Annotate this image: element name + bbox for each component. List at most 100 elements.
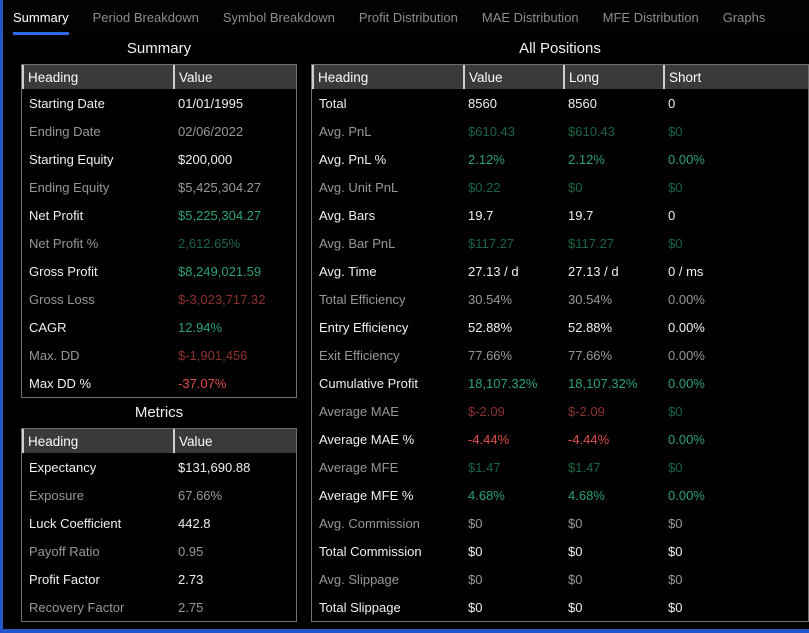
table-row[interactable]: Avg. PnL % 2.12% 2.12% 0.00%	[312, 145, 808, 173]
row-heading: Total Slippage	[319, 599, 401, 615]
tab-summary[interactable]: Summary	[13, 10, 69, 35]
row-value: $0.22	[468, 179, 501, 195]
column-header-value[interactable]: Value	[173, 429, 296, 453]
row-short: $0	[668, 403, 683, 419]
row-heading: Max. DD	[29, 347, 80, 363]
row-value: $5,425,304.27	[178, 179, 262, 195]
row-heading: Avg. Bars	[319, 207, 376, 223]
all-positions-table-body: Total 8560 8560 0 Avg. PnL $610.43 $610.43 $0 Av…	[312, 89, 808, 621]
row-value: $610.43	[468, 123, 515, 139]
tab-mae-distribution[interactable]: MAE Distribution	[481, 10, 579, 25]
row-short: 0 / ms	[668, 263, 704, 279]
table-row[interactable]: Starting Equity $200,000	[22, 145, 296, 173]
all-positions-panel-title: All Positions	[519, 40, 601, 57]
table-row[interactable]: Avg. Commission $0 $0 $0	[312, 509, 808, 537]
table-row[interactable]: Exposure 67.66%	[22, 481, 296, 509]
table-row[interactable]: Ending Date 02/06/2022	[22, 117, 296, 145]
column-header-long[interactable]: Long	[563, 65, 663, 89]
table-row[interactable]: CAGR 12.94%	[22, 313, 296, 341]
all-positions-table: Heading Value Long Short Total 8560 8560 0 A…	[311, 64, 809, 622]
row-value: 30.54%	[468, 291, 513, 307]
table-row[interactable]: Exit Efficiency 77.66% 77.66% 0.00%	[312, 341, 808, 369]
tab-graphs[interactable]: Graphs	[722, 10, 766, 25]
tab-bar: Summary Period Breakdown Symbol Breakdow…	[3, 0, 809, 36]
row-value: 52.88%	[468, 319, 513, 335]
row-long: 8560	[568, 95, 597, 111]
row-short: 0.00%	[668, 375, 705, 391]
table-row[interactable]: Total Slippage $0 $0 $0	[312, 593, 808, 621]
row-long: $117.27	[568, 235, 615, 251]
row-heading: Exit Efficiency	[319, 347, 400, 363]
table-row[interactable]: Ending Equity $5,425,304.27	[22, 173, 296, 201]
row-value: 0.95	[178, 543, 204, 559]
row-short: $0	[668, 235, 683, 251]
metrics-panel-title: Metrics	[134, 404, 184, 421]
row-value: $200,000	[178, 151, 233, 167]
table-row[interactable]: Payoff Ratio 0.95	[22, 537, 296, 565]
table-row[interactable]: Net Profit $5,225,304.27	[22, 201, 296, 229]
table-row[interactable]: Avg. PnL $610.43 $610.43 $0	[312, 117, 808, 145]
row-heading: Exposure	[29, 487, 84, 503]
table-row[interactable]: Gross Loss $-3,023,717.32	[22, 285, 296, 313]
table-row[interactable]: Entry Efficiency 52.88% 52.88% 0.00%	[312, 313, 808, 341]
table-row[interactable]: Average MFE % 4.68% 4.68% 0.00%	[312, 481, 808, 509]
table-row[interactable]: Luck Coefficient 442.8	[22, 509, 296, 537]
table-row[interactable]: Profit Factor 2.73	[22, 565, 296, 593]
row-heading: Avg. Bar PnL	[319, 235, 396, 251]
column-header-heading[interactable]: Heading	[312, 65, 463, 89]
row-heading: Avg. Time	[319, 263, 377, 279]
table-row[interactable]: Avg. Time 27.13 / d 27.13 / d 0 / ms	[312, 257, 808, 285]
row-value: $-2.09	[468, 403, 505, 419]
row-short: 0.00%	[668, 347, 705, 363]
table-row[interactable]: Total Commission $0 $0 $0	[312, 537, 808, 565]
table-row[interactable]: Average MFE $1.47 $1.47 $0	[312, 453, 808, 481]
column-header-short[interactable]: Short	[663, 65, 808, 89]
column-header-value[interactable]: Value	[173, 65, 296, 89]
summary-table: Heading Value Starting Date 01/01/1995 End…	[21, 64, 297, 398]
table-row[interactable]: Starting Date 01/01/1995	[22, 89, 296, 117]
row-value: 2.12%	[468, 151, 505, 167]
table-row[interactable]: Max DD % -37.07%	[22, 369, 296, 397]
tab-period-breakdown[interactable]: Period Breakdown	[92, 10, 199, 25]
row-heading: Total	[319, 95, 347, 111]
table-row[interactable]: Cumulative Profit 18,107.32% 18,107.32% 0.0…	[312, 369, 808, 397]
metrics-table: Heading Value Expectancy $131,690.88 Expos…	[21, 428, 297, 622]
table-row[interactable]: Avg. Unit PnL $0.22 $0 $0	[312, 173, 808, 201]
table-row[interactable]: Average MAE % -4.44% -4.44% 0.00%	[312, 425, 808, 453]
row-heading: Average MFE %	[319, 487, 414, 503]
table-row[interactable]: Expectancy $131,690.88	[22, 453, 296, 481]
table-row[interactable]: Avg. Slippage $0 $0 $0	[312, 565, 808, 593]
row-long: 27.13 / d	[568, 263, 619, 279]
column-header-value[interactable]: Value	[463, 65, 563, 89]
table-row[interactable]: Avg. Bars 19.7 19.7 0	[312, 201, 808, 229]
table-row[interactable]: Max. DD $-1,901,456	[22, 341, 296, 369]
column-header-heading[interactable]: Heading	[22, 429, 173, 453]
table-row[interactable]: Net Profit % 2,612.65%	[22, 229, 296, 257]
table-row[interactable]: Avg. Bar PnL $117.27 $117.27 $0	[312, 229, 808, 257]
table-row[interactable]: Total Efficiency 30.54% 30.54% 0.00%	[312, 285, 808, 313]
table-row[interactable]: Average MAE $-2.09 $-2.09 $0	[312, 397, 808, 425]
row-heading: Ending Equity	[29, 179, 110, 195]
row-heading: Expectancy	[29, 459, 97, 475]
tab-mfe-distribution[interactable]: MFE Distribution	[602, 10, 699, 25]
row-heading: Payoff Ratio	[29, 543, 100, 559]
row-long: 18,107.32%	[568, 375, 638, 391]
table-row[interactable]: Total 8560 8560 0	[312, 89, 808, 117]
table-row[interactable]: Recovery Factor 2.75	[22, 593, 296, 621]
row-value: $8,249,021.59	[178, 263, 262, 279]
row-value: $5,225,304.27	[178, 207, 262, 223]
row-heading: Total Commission	[319, 543, 422, 559]
tab-profit-distribution[interactable]: Profit Distribution	[358, 10, 458, 25]
tab-symbol-breakdown[interactable]: Symbol Breakdown	[222, 10, 335, 25]
row-value: $0	[468, 543, 483, 559]
row-long: $0	[568, 179, 583, 195]
row-long: 52.88%	[568, 319, 613, 335]
row-value: 18,107.32%	[468, 375, 538, 391]
row-long: $1.47	[568, 459, 601, 475]
row-long: $0	[568, 599, 583, 615]
row-long: $610.43	[568, 123, 615, 139]
table-row[interactable]: Gross Profit $8,249,021.59	[22, 257, 296, 285]
column-header-heading[interactable]: Heading	[22, 65, 173, 89]
row-value: 67.66%	[178, 487, 223, 503]
